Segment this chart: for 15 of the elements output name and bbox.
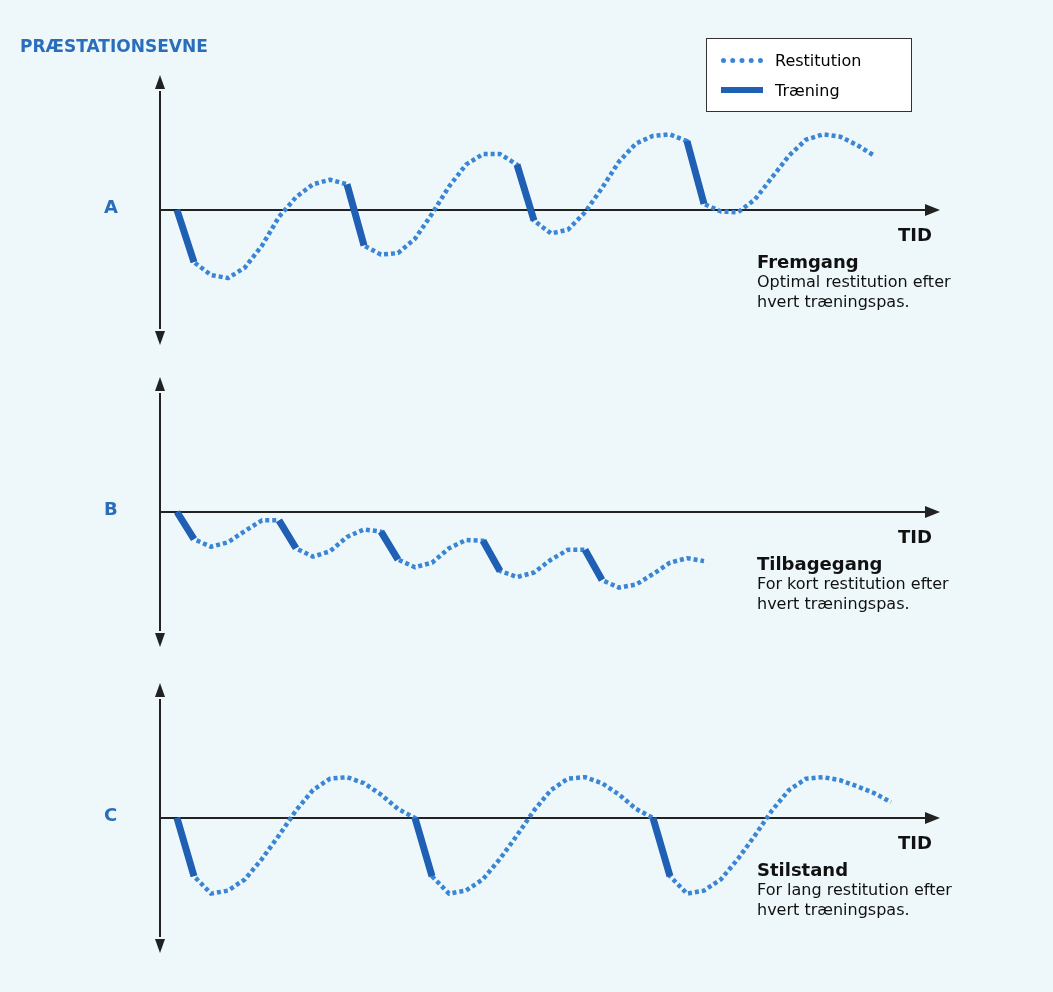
legend-label: Træning xyxy=(775,80,840,100)
y-axis-title: PRÆSTATIONSEVNE xyxy=(20,36,208,56)
chart-title: B xyxy=(104,498,118,519)
text: A xyxy=(104,196,118,217)
x-axis-title: TID xyxy=(898,832,932,853)
annotation: Fremgang xyxy=(757,251,860,272)
legend-label: Restitution xyxy=(775,50,862,70)
annotation: Tilbagegang xyxy=(757,553,884,574)
x-axis-title: TID xyxy=(898,526,932,547)
annotation: For lang restitution efter hvert træningspas. xyxy=(757,880,953,920)
annotation: Stilstand xyxy=(757,859,850,880)
annotation: Optimal restitution efter hvert træningspas. xyxy=(757,272,952,312)
annotation: For kort restitution efter hvert træningspas. xyxy=(757,574,950,614)
x-axis-title: TID xyxy=(898,224,932,245)
text: C xyxy=(104,804,118,825)
